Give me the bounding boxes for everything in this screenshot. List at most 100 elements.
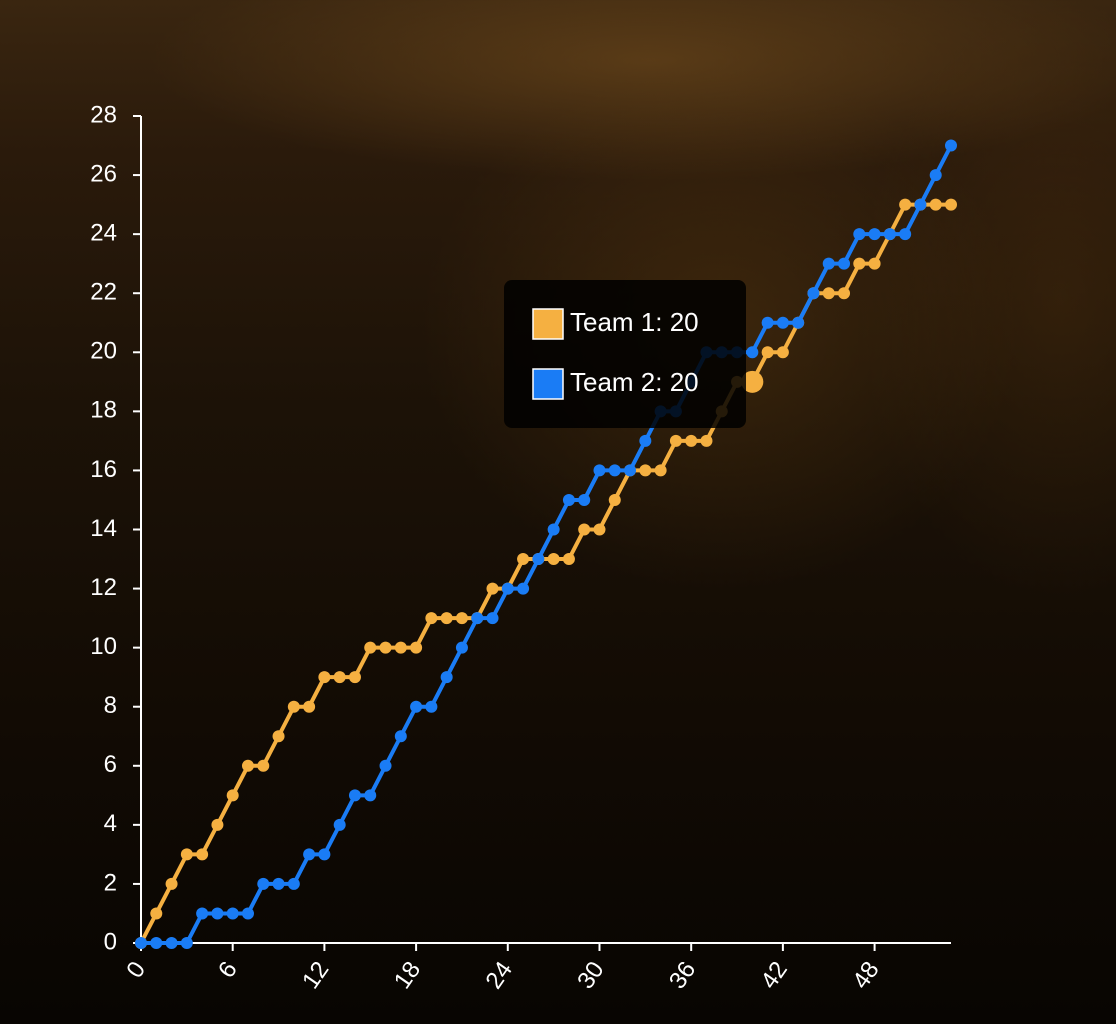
data-point [945, 139, 957, 152]
tooltip-text: Team 2: 20 [570, 367, 699, 397]
data-point [868, 257, 881, 270]
y-tick-label: 0 [104, 928, 117, 955]
data-point [379, 641, 392, 654]
data-point [333, 671, 346, 684]
tooltip-text: Team 1: 20 [570, 307, 699, 337]
data-point [455, 641, 468, 654]
data-point [241, 759, 254, 772]
data-point [196, 907, 209, 920]
data-point [562, 553, 575, 566]
data-point [348, 789, 361, 802]
data-point [669, 434, 682, 447]
x-tick-label: 0 [121, 957, 151, 983]
data-point [883, 228, 896, 241]
data-point [853, 257, 866, 270]
y-tick-label: 20 [90, 338, 117, 365]
y-tick-label: 2 [104, 869, 117, 896]
data-point [776, 346, 789, 359]
data-point [226, 907, 239, 920]
y-tick-label: 26 [90, 160, 117, 187]
data-point [180, 848, 193, 861]
data-point [348, 671, 361, 684]
data-point [241, 907, 254, 920]
x-tick-label: 48 [847, 957, 884, 994]
y-tick-label: 14 [90, 515, 117, 542]
data-point [929, 169, 942, 182]
tooltip: Team 1: 20 Team 2: 20 [504, 280, 746, 428]
tooltip-box [504, 280, 746, 428]
data-point [394, 641, 407, 654]
legend-swatch [532, 308, 564, 340]
data-point [639, 464, 652, 477]
data-point [440, 612, 453, 625]
data-point [838, 287, 851, 300]
y-tick-label: 16 [90, 456, 117, 483]
data-point [578, 493, 591, 506]
data-point [410, 700, 423, 713]
data-point [455, 612, 468, 625]
y-tick-label: 6 [104, 751, 117, 778]
data-point [899, 228, 912, 241]
data-point [807, 287, 820, 300]
data-point [410, 641, 423, 654]
data-point [608, 464, 621, 477]
data-point [853, 228, 866, 241]
data-point [364, 789, 377, 802]
data-point [257, 877, 270, 890]
data-point [165, 937, 178, 949]
x-tick-label: 30 [572, 957, 609, 994]
data-point [822, 257, 835, 270]
data-point [532, 553, 545, 566]
y-tick-label: 8 [104, 692, 117, 719]
x-tick-label: 24 [480, 957, 517, 994]
data-point [150, 937, 163, 949]
data-point [868, 228, 881, 241]
data-point [761, 316, 774, 329]
y-tick-label: 4 [104, 810, 117, 837]
data-point [440, 671, 453, 684]
data-point [593, 523, 606, 536]
data-point [364, 641, 377, 654]
x-tick-label: 12 [297, 957, 334, 994]
data-point [165, 877, 178, 890]
data-point [318, 848, 331, 861]
data-point [135, 937, 147, 949]
y-tick-label: 24 [90, 219, 117, 246]
data-point [741, 370, 764, 393]
data-point [517, 582, 530, 595]
data-point [547, 553, 560, 566]
data-point [318, 671, 331, 684]
legend-swatch [532, 368, 564, 400]
data-point [226, 789, 239, 802]
data-point [425, 700, 438, 713]
data-point [792, 316, 805, 329]
data-point [486, 582, 499, 595]
data-point [287, 877, 300, 890]
data-point [425, 612, 438, 625]
data-point [287, 700, 300, 713]
y-tick-label: 22 [90, 279, 117, 306]
data-point [746, 346, 759, 359]
data-point [379, 759, 392, 772]
x-tick-label: 36 [664, 957, 701, 994]
data-point [914, 198, 927, 211]
data-point [180, 937, 193, 949]
data-point [471, 612, 484, 625]
data-point [562, 493, 575, 506]
x-tick-label: 6 [213, 957, 243, 983]
data-point [196, 848, 209, 861]
data-point [578, 523, 591, 536]
x-tick-label: 18 [389, 957, 426, 994]
data-point [394, 730, 407, 743]
data-point [272, 877, 285, 890]
y-tick-label: 12 [90, 574, 117, 601]
data-point [685, 434, 698, 447]
y-tick-label: 10 [90, 633, 117, 660]
x-tick-label: 42 [756, 957, 793, 994]
data-point [501, 582, 514, 595]
data-point [838, 257, 851, 270]
data-point [272, 730, 285, 743]
data-point [257, 759, 270, 772]
